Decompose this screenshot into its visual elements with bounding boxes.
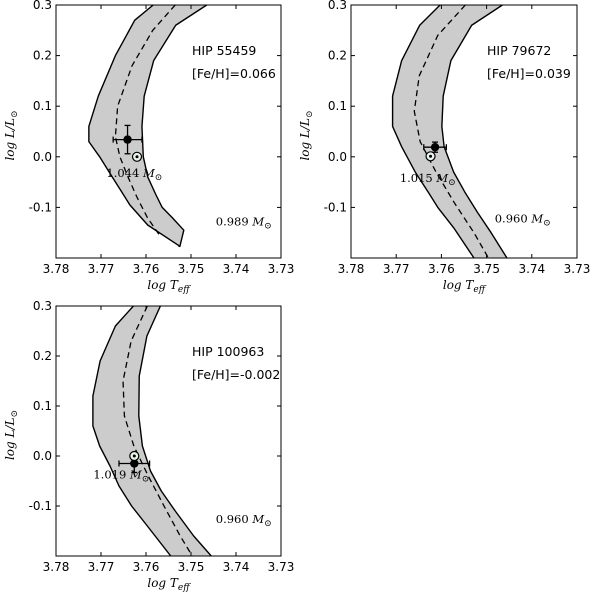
x-tick-label: 3.78 <box>338 262 365 276</box>
y-tick-label: 0.3 <box>33 0 52 12</box>
x-tick-label: 3.76 <box>428 262 455 276</box>
y-tick-label: -0.1 <box>29 499 52 513</box>
lower-mass-label: 0.960 M⊙ <box>216 512 272 529</box>
mass-range-band <box>92 306 212 556</box>
mass-range-band <box>392 5 507 258</box>
observed-star-point <box>123 135 132 144</box>
hr-panel-2: 3.78 3.77 3.76 3.75 3.74 3.73 0.3 0.2 0.1 0.0 -0.1… <box>298 0 590 295</box>
upper-mass-track <box>88 5 181 248</box>
model-point-center <box>429 154 433 158</box>
y-tick-label: 0.1 <box>328 99 347 113</box>
y-tick-label: 0.2 <box>328 49 347 63</box>
hr-panel-1: 3.78 3.77 3.76 3.75 3.74 3.73 0.3 0.2 0.1 0.0 -0.1… <box>3 0 294 295</box>
best-fit-track <box>122 306 193 556</box>
hr-panel-3: 3.78 3.77 3.76 3.75 3.74 3.73 0.3 0.2 0.1 0.0 -0.1… <box>3 299 294 593</box>
x-tick-label: 3.73 <box>268 262 295 276</box>
y-tick-label: 0.1 <box>33 99 52 113</box>
best-fit-track <box>114 5 176 236</box>
plot-frame <box>350 4 578 259</box>
x-tick-label: 3.76 <box>133 262 160 276</box>
plot-area <box>391 5 508 258</box>
model-point-center <box>132 454 136 458</box>
plot-area <box>88 5 208 248</box>
x-tick-label: 3.74 <box>223 560 250 574</box>
x-tick-label: 3.77 <box>383 262 410 276</box>
metallicity-label: [Fe/H]=-0.002 <box>192 367 280 382</box>
upper-mass-label: 1.019 M⊙ <box>93 468 149 485</box>
x-axis-label: log Teff <box>147 278 191 295</box>
observed-star-point <box>430 142 440 152</box>
upper-mass-track <box>391 5 475 258</box>
plot-area <box>92 306 212 556</box>
lower-mass-label: 0.989 M⊙ <box>216 215 272 232</box>
metallicity-label: [Fe/H]=0.066 <box>192 66 276 81</box>
lower-mass-track <box>138 306 212 556</box>
y-tick-label: 0.1 <box>33 399 52 413</box>
star-name-label: HIP 100963 <box>192 344 264 359</box>
upper-mass-label: 1.015 M⊙ <box>400 171 456 188</box>
y-tick-label: 0.2 <box>33 49 52 63</box>
observed-star-point <box>130 459 139 468</box>
y-axis-label: log L/L⊙ <box>298 110 315 160</box>
lower-mass-label: 0.960 M⊙ <box>495 212 551 229</box>
x-tick-label: 3.74 <box>518 262 545 276</box>
upper-mass-label: 1.044 M⊙ <box>106 166 162 183</box>
y-tick-label: 0.3 <box>33 299 52 313</box>
best-fit-track <box>413 5 489 258</box>
upper-mass-track <box>92 306 172 556</box>
y-tick-label: 0.0 <box>33 449 52 463</box>
y-tick-label: -0.1 <box>324 200 347 214</box>
metallicity-label: [Fe/H]=0.039 <box>487 66 571 81</box>
star-name-label: HIP 55459 <box>192 43 256 58</box>
x-axis-label: log Teff <box>147 576 191 593</box>
x-tick-label: 3.77 <box>88 262 115 276</box>
x-tick-label: 3.78 <box>43 560 70 574</box>
y-tick-label: 0.2 <box>33 349 52 363</box>
x-tick-label: 3.74 <box>223 262 250 276</box>
plot-frame <box>55 4 282 259</box>
x-tick-label: 3.77 <box>88 560 115 574</box>
model-point-center <box>135 155 139 159</box>
x-tick-label: 3.75 <box>178 262 205 276</box>
star-name-label: HIP 79672 <box>487 43 551 58</box>
y-tick-label: 0.0 <box>328 150 347 164</box>
x-tick-label: 3.76 <box>133 560 160 574</box>
plot-frame <box>55 305 282 557</box>
x-tick-label: 3.73 <box>268 560 295 574</box>
x-tick-label: 3.78 <box>43 262 70 276</box>
y-tick-label: -0.1 <box>29 200 52 214</box>
x-axis-label: log Teff <box>443 278 487 295</box>
y-tick-label: 0.0 <box>33 150 52 164</box>
x-tick-label: 3.73 <box>564 262 591 276</box>
y-axis-label: log L/L⊙ <box>3 110 20 160</box>
x-tick-label: 3.75 <box>473 262 500 276</box>
y-axis-label: log L/L⊙ <box>3 410 20 460</box>
lower-mass-track <box>141 5 208 248</box>
y-tick-label: 0.3 <box>328 0 347 12</box>
x-tick-label: 3.75 <box>178 560 205 574</box>
mass-range-band <box>88 5 207 247</box>
